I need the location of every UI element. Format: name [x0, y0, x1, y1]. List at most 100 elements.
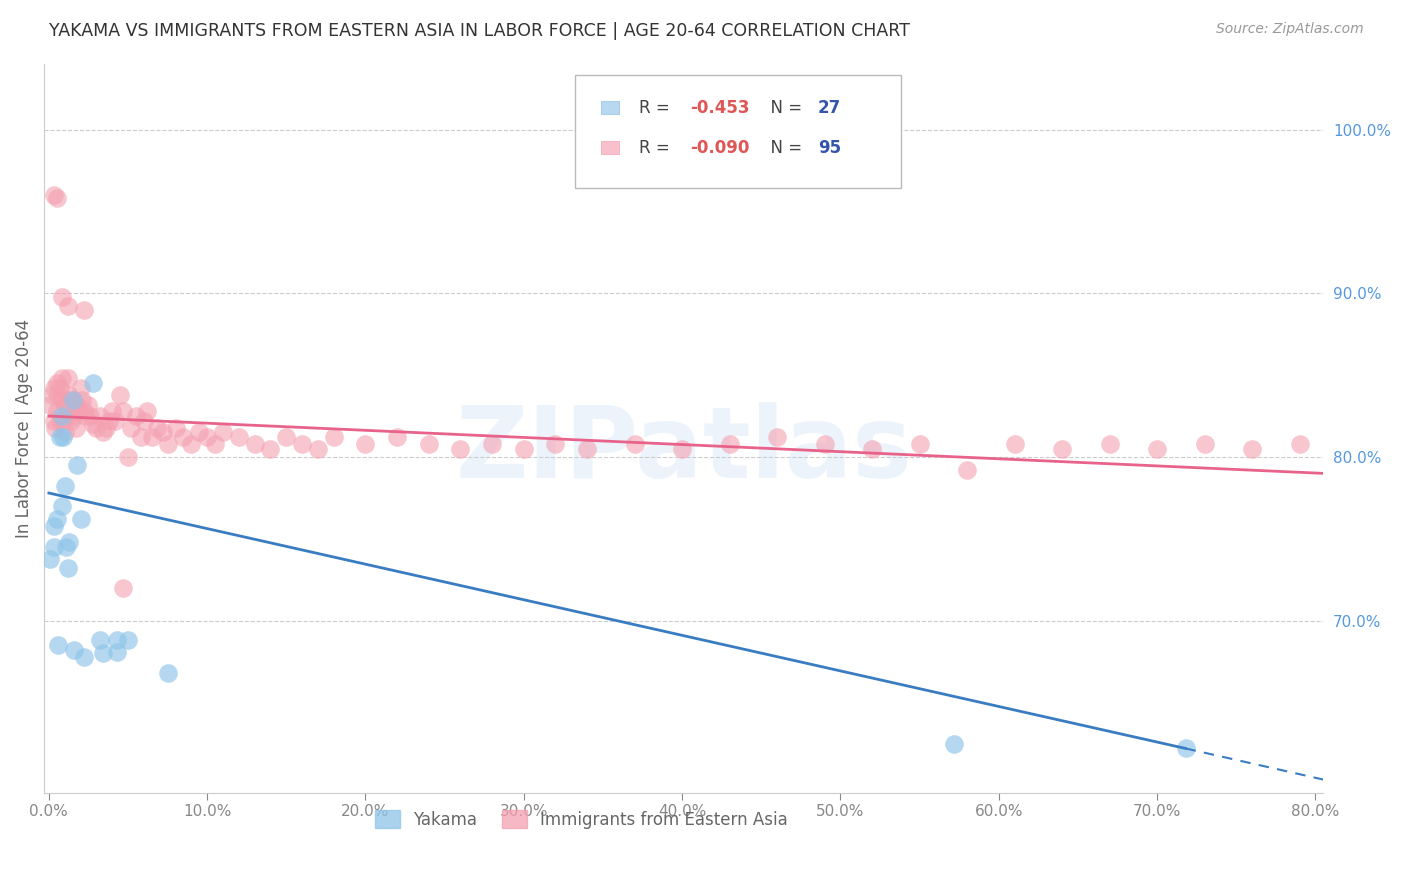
Point: [1288, 437, 1310, 451]
Point: [117, 450, 139, 464]
Point: [45, 404, 67, 418]
Legend: Yakama, Immigrants from Eastern Asia: Yakama, Immigrants from Eastern Asia: [368, 804, 794, 835]
Point: [70, 392, 93, 407]
Point: [62, 409, 84, 423]
Point: [136, 404, 159, 418]
Point: [44, 420, 66, 434]
Point: [152, 425, 174, 440]
Point: [908, 437, 931, 451]
Point: [860, 442, 883, 456]
Point: [165, 420, 187, 434]
Point: [52, 414, 75, 428]
Point: [1098, 437, 1121, 451]
Point: [1174, 741, 1197, 756]
Point: [125, 409, 148, 423]
Point: [1004, 437, 1026, 451]
Point: [576, 442, 599, 456]
Point: [69, 381, 91, 395]
Point: [89, 409, 111, 423]
Point: [79, 409, 101, 423]
Point: [69, 512, 91, 526]
Point: [513, 442, 536, 456]
Point: [66, 458, 89, 473]
Point: [354, 437, 377, 451]
Point: [120, 420, 142, 434]
Point: [671, 442, 693, 456]
Point: [101, 404, 124, 418]
Point: [56, 561, 79, 575]
FancyBboxPatch shape: [600, 141, 619, 154]
Point: [145, 420, 167, 434]
Point: [1194, 437, 1216, 451]
Point: [129, 430, 152, 444]
Point: [276, 430, 298, 444]
Point: [195, 430, 218, 444]
Point: [956, 463, 979, 477]
Point: [53, 425, 76, 440]
Point: [243, 437, 266, 451]
Point: [91, 425, 114, 440]
Text: 27: 27: [818, 99, 841, 117]
Point: [42, 414, 65, 428]
Point: [623, 437, 645, 451]
Point: [73, 404, 96, 418]
Point: [53, 398, 76, 412]
Point: [156, 666, 179, 681]
Point: [105, 633, 128, 648]
Point: [42, 518, 65, 533]
Point: [307, 442, 329, 456]
Y-axis label: In Labor Force | Age 20-64: In Labor Force | Age 20-64: [15, 318, 32, 538]
Point: [1050, 442, 1073, 456]
Point: [813, 437, 835, 451]
Point: [73, 649, 96, 664]
Point: [98, 414, 121, 428]
Point: [180, 437, 202, 451]
Point: [132, 414, 155, 428]
Point: [42, 188, 65, 202]
Point: [51, 499, 73, 513]
Point: [42, 540, 65, 554]
Point: [41, 388, 63, 402]
Point: [45, 376, 67, 391]
Point: [56, 392, 79, 407]
Point: [86, 420, 108, 434]
Point: [385, 430, 408, 444]
Point: [544, 437, 567, 451]
Point: [91, 647, 114, 661]
Point: [212, 425, 235, 440]
Text: R =: R =: [638, 139, 675, 157]
FancyBboxPatch shape: [600, 101, 619, 114]
Point: [228, 430, 250, 444]
Text: -0.453: -0.453: [690, 99, 749, 117]
Point: [42, 381, 65, 395]
Point: [51, 409, 73, 423]
Point: [766, 430, 789, 444]
Point: [73, 302, 96, 317]
Point: [48, 638, 70, 652]
Point: [49, 381, 72, 395]
Point: [51, 371, 73, 385]
Point: [112, 404, 135, 418]
Point: [1146, 442, 1168, 456]
Point: [39, 551, 62, 566]
FancyBboxPatch shape: [575, 75, 901, 188]
Point: [63, 404, 86, 418]
Point: [481, 437, 503, 451]
Text: ZIPatlas: ZIPatlas: [456, 401, 912, 499]
Point: [172, 430, 194, 444]
Point: [141, 430, 163, 444]
Point: [67, 404, 90, 418]
Point: [45, 191, 67, 205]
Point: [65, 420, 87, 434]
Text: 95: 95: [818, 139, 841, 157]
Point: [105, 645, 128, 659]
Point: [291, 437, 314, 451]
Text: R =: R =: [638, 99, 675, 117]
Point: [450, 442, 472, 456]
Point: [89, 633, 111, 648]
Point: [204, 437, 226, 451]
Point: [943, 737, 966, 751]
Text: N =: N =: [761, 99, 808, 117]
Point: [188, 425, 211, 440]
Point: [322, 430, 344, 444]
